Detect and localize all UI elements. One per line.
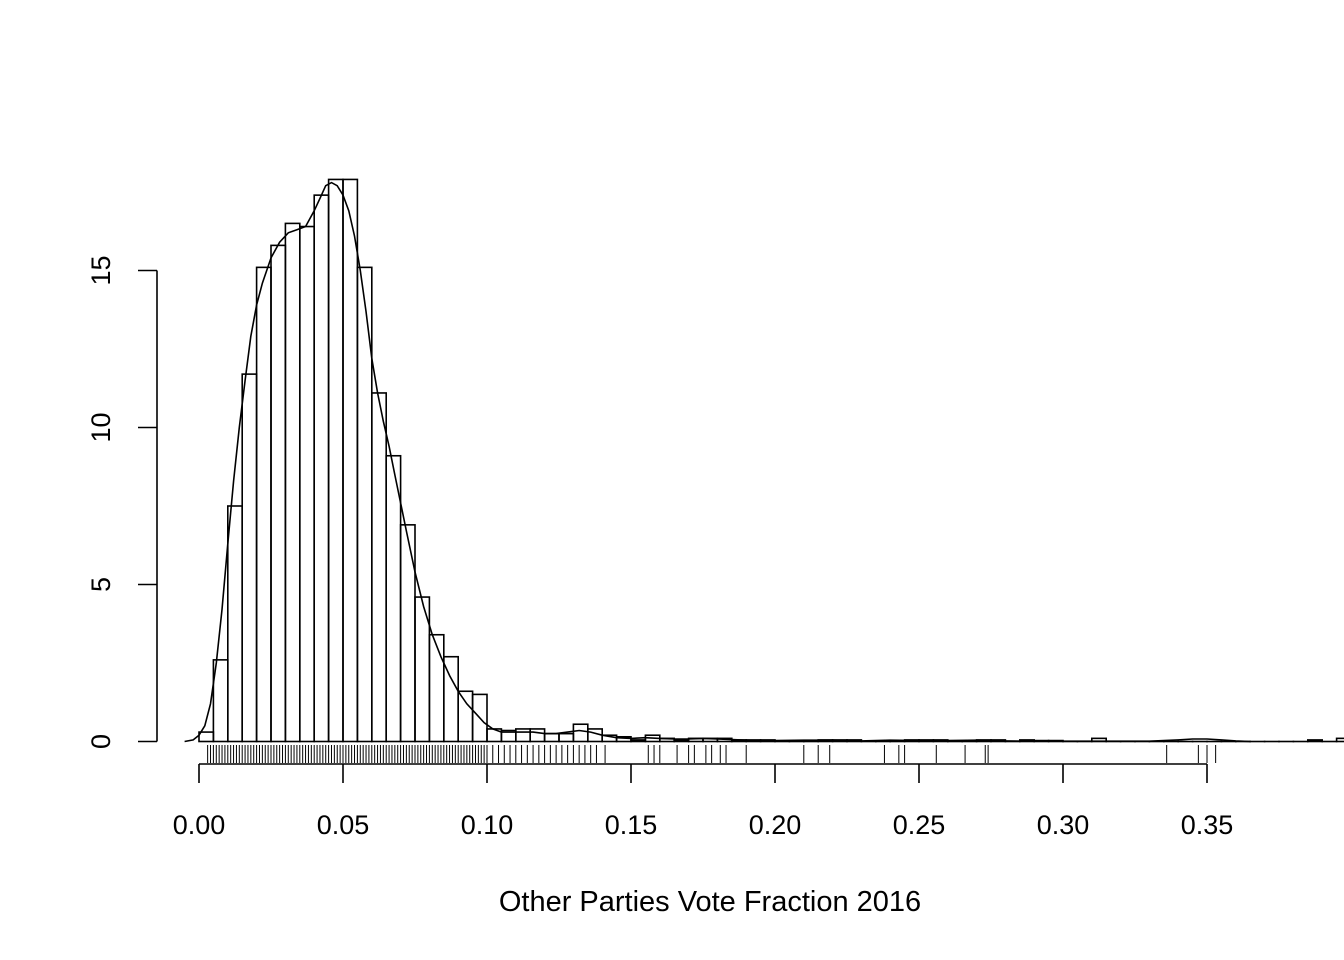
histogram-bar (630, 739, 647, 743)
y-tick-label: 0 (86, 734, 116, 749)
x-tick-label: 0.10 (461, 810, 514, 840)
histogram-bar (529, 728, 546, 743)
x-tick-label: 0.20 (749, 810, 802, 840)
histogram-bar (227, 505, 244, 743)
x-axis: 0.00 0.05 0.10 0.15 0.20 0.25 0.30 0.35 (173, 763, 1234, 840)
histogram-bar (298, 225, 315, 743)
histogram-bar (270, 244, 287, 743)
histogram-bar (673, 739, 690, 743)
x-tick-label: 0.25 (893, 810, 946, 840)
x-tick-label: 0.15 (605, 810, 658, 840)
histogram-bar (471, 693, 488, 743)
histogram-bar (370, 392, 387, 743)
histogram-bar (313, 194, 330, 743)
histogram-bar (399, 524, 416, 743)
histogram-bar (255, 266, 272, 743)
x-tick-label: 0.05 (317, 810, 370, 840)
histogram-bar (457, 690, 474, 743)
histogram-bar (428, 633, 445, 743)
density-curve (184, 181, 1251, 743)
x-tick-label: 0.00 (173, 810, 226, 840)
histogram-bar (385, 454, 402, 743)
histogram-bar (198, 731, 215, 743)
y-tick-label: 15 (86, 255, 116, 285)
y-axis: 0 5 10 15 (86, 255, 158, 749)
y-tick-label: 5 (86, 577, 116, 592)
histogram-bar (284, 222, 301, 743)
histogram-bar (241, 373, 258, 743)
x-axis-title: Other Parties Vote Fraction 2016 (499, 886, 921, 918)
histogram-bar (1307, 739, 1324, 743)
histogram-bar (572, 723, 589, 743)
histogram-bar (327, 178, 344, 743)
histogram-bar (543, 732, 560, 743)
x-tick-label: 0.35 (1181, 810, 1234, 840)
histogram-bar (1335, 737, 1344, 743)
histogram-bar (342, 178, 359, 743)
x-tick-label: 0.30 (1037, 810, 1090, 840)
y-tick-label: 10 (86, 412, 116, 442)
histogram-bar (558, 732, 575, 743)
rug-marks (207, 745, 1217, 763)
histogram-bars (198, 178, 1344, 743)
histogram-bar (514, 728, 531, 743)
